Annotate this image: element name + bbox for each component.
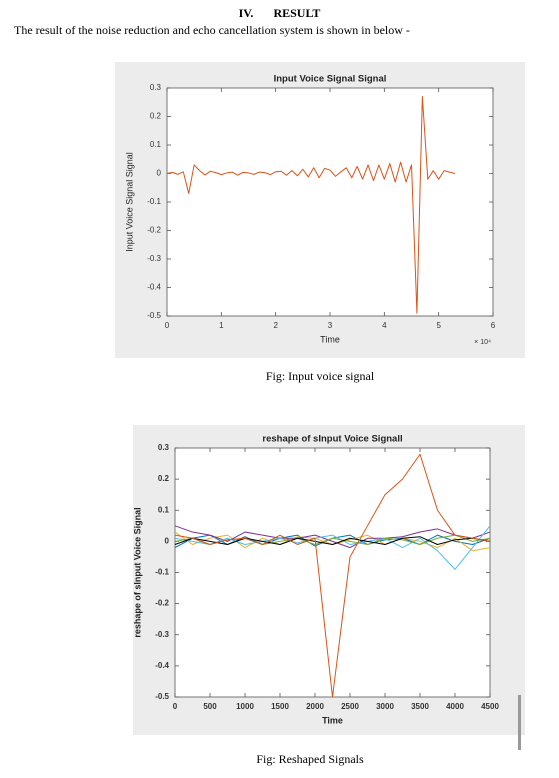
- y-tick-label: 0: [165, 536, 170, 545]
- y-tick-label: 0.3: [158, 443, 170, 452]
- x-tick-label: 0: [165, 321, 170, 330]
- intro-text: The result of the noise reduction and ec…: [14, 23, 410, 37]
- plot-area: [166, 87, 494, 317]
- y-tick-label: -0.2: [147, 226, 161, 235]
- chart-title: Input Voice Signal Signal: [274, 74, 387, 85]
- chart-title: reshape of sInput Voice Signall: [262, 434, 402, 445]
- x-tick-label: 4500: [481, 702, 499, 711]
- x-tick-label: 5: [436, 321, 441, 330]
- x-multiplier: × 10⁴: [474, 339, 491, 346]
- y-tick-label: -0.3: [147, 254, 161, 263]
- signal-line: [174, 453, 491, 698]
- y-tick-label: -0.4: [155, 661, 169, 670]
- section-number: IV.: [238, 6, 254, 20]
- section-heading: IV. RESULT: [0, 6, 559, 21]
- x-tick-label: 3000: [376, 702, 394, 711]
- figure-caption: Fig: Input voice signal: [265, 369, 375, 383]
- y-tick-label: -0.4: [147, 283, 161, 292]
- signal-line: [174, 536, 491, 545]
- x-tick-label: 2: [273, 321, 278, 330]
- y-tick-label: 0: [157, 169, 162, 178]
- x-tick-label: 1000: [236, 702, 254, 711]
- y-tick-label: -0.3: [155, 630, 169, 639]
- y-tick-label: -0.1: [147, 197, 161, 206]
- x-tick-label: 4000: [446, 702, 464, 711]
- y-axis-label: reshape of sInput Voice Signal: [132, 507, 142, 637]
- x-tick-label: 1: [219, 321, 224, 330]
- y-tick-label: 0.1: [158, 505, 170, 514]
- y-tick-label: 0.2: [158, 474, 170, 483]
- y-tick-label: -0.5: [155, 692, 169, 701]
- x-tick-label: 1500: [271, 702, 289, 711]
- x-tick-label: 0: [173, 702, 178, 711]
- section-title: RESULT: [273, 6, 321, 20]
- y-tick-label: -0.5: [147, 311, 161, 320]
- y-tick-label: -0.1: [155, 568, 169, 577]
- x-tick-label: 2000: [306, 702, 324, 711]
- x-tick-label: 6: [491, 321, 496, 330]
- y-tick-label: -0.2: [155, 599, 169, 608]
- y-tick-label: 0.2: [150, 112, 162, 121]
- x-tick-label: 2500: [341, 702, 359, 711]
- x-tick-label: 4: [382, 321, 387, 330]
- x-axis-label: Time: [320, 334, 340, 344]
- x-tick-label: 500: [203, 702, 217, 711]
- x-tick-label: 3500: [411, 702, 429, 711]
- figure-caption: Fig: Reshaped Signals: [256, 752, 364, 766]
- plot-area: [174, 447, 491, 698]
- signal-line: [166, 96, 456, 314]
- y-tick-label: 0.1: [150, 140, 162, 149]
- y-axis-label: Input Voice Signal Signal: [124, 152, 134, 252]
- x-tick-label: 3: [328, 321, 333, 330]
- scrollbar: [518, 695, 521, 750]
- signal-line: [174, 525, 491, 570]
- signal-line: [174, 525, 491, 549]
- y-tick-label: 0.3: [150, 83, 162, 92]
- x-axis-label: Time: [322, 715, 343, 725]
